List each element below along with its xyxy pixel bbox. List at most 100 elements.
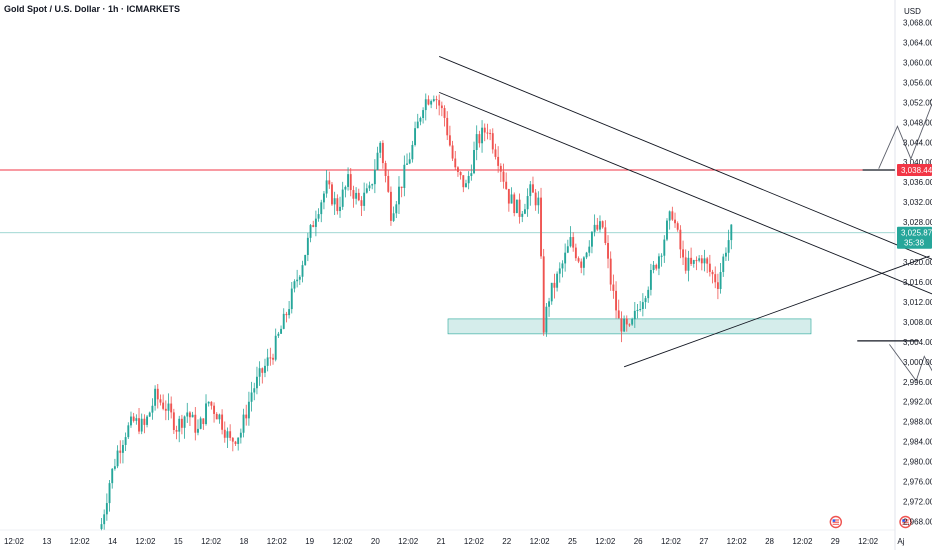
candle bbox=[644, 295, 647, 309]
candle-body bbox=[414, 128, 417, 145]
candle-body bbox=[355, 192, 358, 199]
y-tick-label: 2,980.00 bbox=[903, 458, 932, 467]
candle-body bbox=[121, 444, 124, 453]
plot-background bbox=[0, 0, 895, 550]
candle bbox=[668, 210, 671, 230]
candle-body bbox=[467, 175, 470, 184]
y-tick-label: 3,056.00 bbox=[903, 78, 932, 87]
candle-body bbox=[406, 163, 408, 165]
candle-body bbox=[175, 430, 178, 432]
candle bbox=[532, 176, 534, 193]
x-tick-label: 12:02 bbox=[727, 537, 748, 546]
candle-body bbox=[566, 246, 569, 253]
candle-body bbox=[679, 229, 682, 250]
candle-body bbox=[607, 242, 609, 259]
candle bbox=[111, 468, 114, 489]
candle bbox=[475, 125, 478, 161]
x-tick-label: 12:02 bbox=[398, 537, 419, 546]
candle bbox=[674, 212, 676, 228]
candle bbox=[389, 186, 392, 226]
bearish-scenario[interactable] bbox=[857, 340, 932, 405]
candle-body bbox=[301, 265, 304, 277]
candle bbox=[253, 382, 256, 401]
candle-body bbox=[534, 192, 537, 206]
y-tick-label: 3,068.00 bbox=[903, 19, 932, 28]
trendline-lower-support[interactable] bbox=[623, 255, 930, 368]
candle-body bbox=[140, 418, 143, 432]
candle-body bbox=[186, 412, 189, 417]
candle-body bbox=[518, 199, 521, 217]
candle bbox=[288, 300, 291, 319]
candle bbox=[612, 274, 615, 299]
candle-body bbox=[234, 441, 237, 444]
candle-body bbox=[226, 431, 229, 438]
candle bbox=[430, 99, 433, 109]
candle-body bbox=[322, 193, 325, 203]
candle bbox=[470, 164, 473, 181]
candle-body bbox=[609, 258, 612, 285]
horizontal-levels[interactable] bbox=[0, 169, 895, 234]
candle-body bbox=[304, 254, 307, 266]
us-flag-icon[interactable] bbox=[829, 515, 843, 529]
candle bbox=[194, 407, 197, 441]
candle-body bbox=[164, 408, 167, 411]
candle-body bbox=[231, 437, 234, 442]
candle-body bbox=[569, 237, 572, 247]
trendline-upper-inner[interactable] bbox=[439, 91, 932, 299]
flag-stripe bbox=[832, 519, 840, 521]
candle bbox=[604, 220, 607, 246]
candle bbox=[341, 181, 344, 210]
candle bbox=[534, 189, 537, 211]
plot-area[interactable] bbox=[0, 0, 895, 550]
price-axis[interactable] bbox=[894, 0, 932, 550]
candle-body bbox=[510, 194, 513, 204]
projection-path bbox=[889, 344, 932, 382]
candle bbox=[711, 269, 714, 284]
candle-body bbox=[205, 403, 207, 425]
candle bbox=[588, 240, 591, 257]
x-tick-label: 12:02 bbox=[661, 537, 682, 546]
candle bbox=[623, 315, 626, 333]
candle-body bbox=[138, 418, 140, 432]
candle bbox=[443, 105, 446, 127]
candle-body bbox=[430, 101, 433, 105]
candle bbox=[537, 191, 540, 214]
us-flag-icon[interactable] bbox=[899, 515, 912, 529]
candle bbox=[223, 421, 226, 443]
candle bbox=[188, 411, 191, 426]
candle bbox=[355, 187, 358, 205]
candle bbox=[577, 256, 580, 264]
x-tick-label: 12:02 bbox=[332, 537, 353, 546]
candle-body bbox=[478, 134, 481, 144]
candle bbox=[510, 187, 513, 204]
candle bbox=[306, 232, 309, 262]
currency-label[interactable]: USD bbox=[904, 7, 921, 16]
candle-body bbox=[253, 388, 256, 393]
candle-body bbox=[218, 414, 221, 420]
y-tick-label: 3,008.00 bbox=[903, 318, 932, 327]
candle bbox=[239, 428, 242, 444]
candle bbox=[183, 415, 186, 439]
y-tick-label: 2,972.00 bbox=[903, 498, 932, 507]
candle bbox=[446, 111, 449, 141]
x-tick-label: 20 bbox=[371, 537, 380, 546]
x-tick-label: 19 bbox=[305, 537, 314, 546]
candle-body bbox=[690, 257, 693, 264]
candle-body bbox=[207, 401, 210, 404]
current-price-tag bbox=[897, 226, 932, 249]
candle bbox=[218, 413, 221, 424]
projection-arrows[interactable] bbox=[857, 96, 932, 405]
candle-body bbox=[154, 388, 157, 406]
event-icons[interactable] bbox=[829, 515, 932, 529]
candle bbox=[438, 94, 441, 116]
candle bbox=[507, 188, 510, 212]
candle-body bbox=[588, 246, 591, 253]
trendlines[interactable] bbox=[439, 56, 932, 368]
candle-body bbox=[494, 149, 497, 157]
trendline-upper-outer[interactable] bbox=[439, 56, 932, 260]
flag-stripe bbox=[902, 523, 909, 525]
candle-body bbox=[526, 196, 529, 210]
candle-body bbox=[486, 132, 489, 134]
